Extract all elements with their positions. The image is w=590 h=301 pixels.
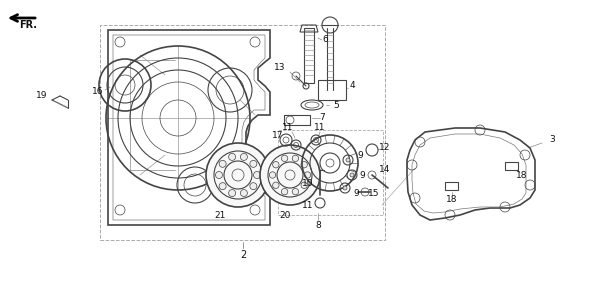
Text: 11: 11: [282, 123, 294, 132]
Circle shape: [250, 160, 257, 167]
Text: 10: 10: [302, 178, 314, 188]
Circle shape: [219, 183, 226, 190]
Circle shape: [240, 190, 247, 197]
Circle shape: [219, 160, 226, 167]
Text: 9: 9: [359, 170, 365, 179]
Text: 3: 3: [549, 135, 555, 144]
Text: FR.: FR.: [19, 20, 37, 30]
Text: 2: 2: [240, 250, 246, 260]
Bar: [304, 28, 314, 83]
Text: 6: 6: [322, 36, 328, 45]
Circle shape: [350, 173, 354, 177]
Circle shape: [269, 172, 276, 178]
Text: 16: 16: [92, 88, 104, 97]
Text: 9: 9: [357, 150, 363, 160]
Text: 19: 19: [36, 91, 48, 100]
Text: 5: 5: [333, 101, 339, 110]
Text: 21: 21: [214, 210, 226, 219]
Circle shape: [292, 155, 299, 162]
Circle shape: [240, 154, 247, 160]
Circle shape: [254, 172, 261, 178]
Circle shape: [206, 143, 270, 207]
Circle shape: [250, 183, 257, 190]
Text: 8: 8: [315, 221, 321, 229]
Circle shape: [346, 158, 350, 162]
Bar: [278, 130, 383, 215]
Text: 4: 4: [349, 80, 355, 89]
Circle shape: [304, 172, 311, 178]
Text: 17: 17: [272, 131, 284, 139]
Text: 18: 18: [446, 196, 458, 204]
Circle shape: [281, 188, 288, 195]
Circle shape: [292, 188, 299, 195]
Circle shape: [281, 155, 288, 162]
Text: 9: 9: [353, 188, 359, 197]
Text: 20: 20: [279, 210, 291, 219]
Text: 15: 15: [368, 190, 380, 198]
Circle shape: [301, 182, 307, 188]
Circle shape: [215, 172, 222, 178]
Text: 7: 7: [319, 113, 325, 123]
Text: 11: 11: [314, 123, 326, 132]
Circle shape: [229, 154, 235, 160]
Circle shape: [273, 182, 279, 188]
Text: 14: 14: [379, 166, 391, 175]
Circle shape: [260, 145, 320, 205]
Circle shape: [273, 162, 279, 168]
Text: 12: 12: [379, 144, 391, 153]
Text: 13: 13: [274, 64, 286, 73]
Circle shape: [343, 186, 347, 190]
Text: 11: 11: [302, 200, 314, 209]
Bar: [318, 80, 346, 100]
Bar: [100, 25, 385, 240]
Circle shape: [301, 162, 307, 168]
Circle shape: [229, 190, 235, 197]
Text: 18: 18: [516, 170, 527, 179]
